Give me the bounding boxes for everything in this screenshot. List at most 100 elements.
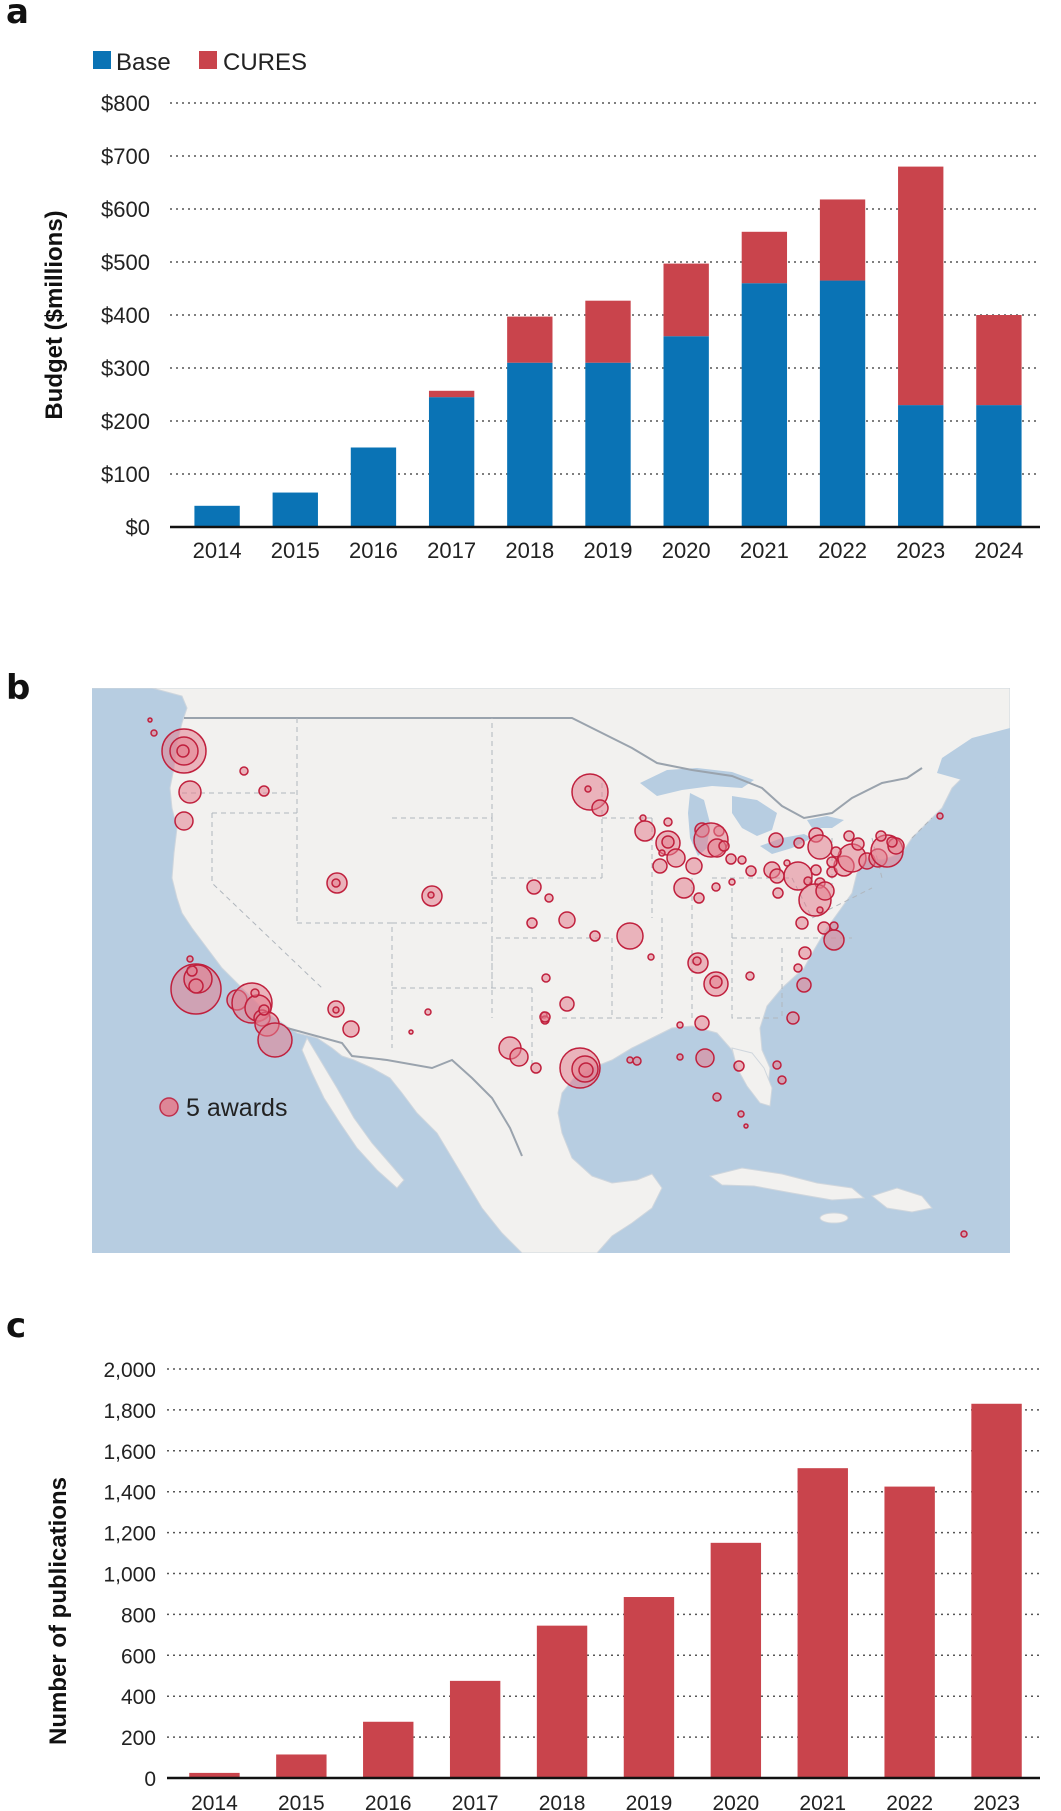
panel-label-b: b	[6, 668, 31, 708]
y-tick-label: $500	[101, 250, 150, 275]
bar-base-2018	[507, 362, 553, 527]
y-tick-label: 200	[121, 1727, 156, 1750]
x-tick-label: 2021	[740, 538, 789, 563]
award-bubble	[652, 858, 668, 874]
award-bubble	[786, 1011, 800, 1025]
bar-cures-2020	[663, 263, 709, 337]
award-bubble	[816, 906, 824, 914]
legend-swatch-cures	[199, 51, 217, 69]
y-tick-label: $700	[101, 144, 150, 169]
award-bubble	[936, 812, 944, 820]
award-bubble	[673, 877, 695, 899]
award-bubble	[539, 1011, 551, 1023]
award-bubble	[737, 1110, 745, 1118]
award-bubble	[676, 1053, 684, 1061]
award-bubble	[886, 836, 898, 848]
award-bubble	[541, 973, 551, 983]
award-bubble	[830, 846, 842, 858]
map-land-hispaniola	[870, 1187, 933, 1213]
award-bubble	[639, 814, 647, 822]
award-bubble	[815, 881, 835, 901]
y-tick-label: $600	[101, 197, 150, 222]
award-bubble	[342, 1020, 360, 1038]
award-bubble	[810, 864, 822, 876]
state-borders	[182, 718, 933, 1068]
y-tick-label: $800	[101, 91, 150, 116]
bar-base-2023	[898, 405, 944, 527]
award-bubble	[745, 971, 755, 981]
award-bubble	[793, 963, 803, 973]
award-bubble	[875, 830, 887, 842]
award-bubble	[589, 930, 601, 942]
y-tick-label: 1,400	[103, 1482, 156, 1505]
x-tick-label: 2014	[191, 1792, 238, 1811]
y-tick-label: 2,000	[103, 1359, 156, 1382]
map-legend-bubble	[159, 1097, 179, 1117]
map-lake-ontario	[807, 816, 844, 828]
map-svg: 5 awards	[92, 688, 1010, 1253]
y-tick-label: $200	[101, 409, 150, 434]
award-bubble	[427, 891, 435, 899]
award-bubble	[851, 837, 865, 851]
legend-label-cures: CURES	[223, 49, 307, 76]
bar-value-2015	[276, 1754, 327, 1778]
award-bubble	[783, 859, 791, 867]
budget-chart: $0 $100 $200 $300 $400 $500 $600 $700 $800 2014 2…	[41, 49, 1040, 563]
bar-cures-2024	[976, 315, 1022, 406]
award-bubble	[737, 855, 747, 865]
map-land-north-america	[92, 688, 1010, 1253]
panel-label-c: c	[6, 1306, 27, 1346]
x-tick-label: 2017	[427, 538, 476, 563]
award-bubble	[186, 955, 194, 963]
bar-cures-2023	[898, 166, 944, 406]
bar-base-2014	[194, 505, 240, 527]
bar-cures-2021	[741, 231, 788, 284]
award-bubble	[803, 876, 813, 886]
bar-value-2018	[536, 1625, 588, 1778]
award-bubble	[826, 856, 838, 868]
award-bubble	[712, 1092, 722, 1102]
y-tick-label: 400	[121, 1686, 156, 1709]
y-tick-label: 1,800	[103, 1400, 156, 1423]
award-bubble	[829, 921, 839, 931]
border-us-mexico	[286, 1027, 523, 1157]
bar-value-2023	[971, 1403, 1022, 1778]
award-bubble	[777, 1075, 787, 1085]
map-land-cuba	[708, 1167, 866, 1201]
award-bubble	[526, 917, 538, 929]
map-legend-label: 5 awards	[186, 1094, 287, 1122]
bar-base-2015	[272, 492, 318, 527]
y-tick-label: $100	[101, 462, 150, 487]
award-bubble	[647, 953, 655, 961]
award-bubble	[695, 1048, 715, 1068]
x-tick-label: 2023	[973, 1792, 1020, 1811]
x-tick-label: 2021	[799, 1792, 846, 1811]
award-bubble	[666, 848, 686, 868]
award-map: 5 awards	[92, 688, 1010, 1253]
x-tick-label: 2015	[271, 538, 320, 563]
award-bubble	[807, 834, 833, 860]
award-bubble	[692, 956, 702, 966]
award-bubble	[768, 832, 784, 848]
award-bubble	[178, 780, 202, 804]
award-bubble	[658, 849, 666, 857]
y-axis-label: Number of publications	[45, 1477, 72, 1745]
map-land-jamaica	[819, 1212, 849, 1224]
bar-base-2016	[350, 447, 397, 527]
award-bubble	[663, 817, 673, 827]
award-bubble	[694, 1015, 710, 1031]
bar-base-2017	[428, 397, 475, 527]
x-tick-label: 2020	[662, 538, 711, 563]
award-bubble	[661, 835, 675, 849]
bar-base-2020	[663, 336, 709, 527]
border-us-canada	[184, 717, 923, 820]
award-bubble	[578, 1062, 594, 1078]
award-bubble	[798, 946, 812, 960]
legend-swatch-base	[93, 51, 111, 69]
award-bubble	[559, 996, 575, 1012]
award-bubble	[147, 717, 153, 723]
award-bubble	[711, 882, 721, 892]
y-tick-label: $400	[101, 303, 150, 328]
award-bubble	[795, 916, 809, 930]
award-bubble	[676, 1021, 684, 1029]
